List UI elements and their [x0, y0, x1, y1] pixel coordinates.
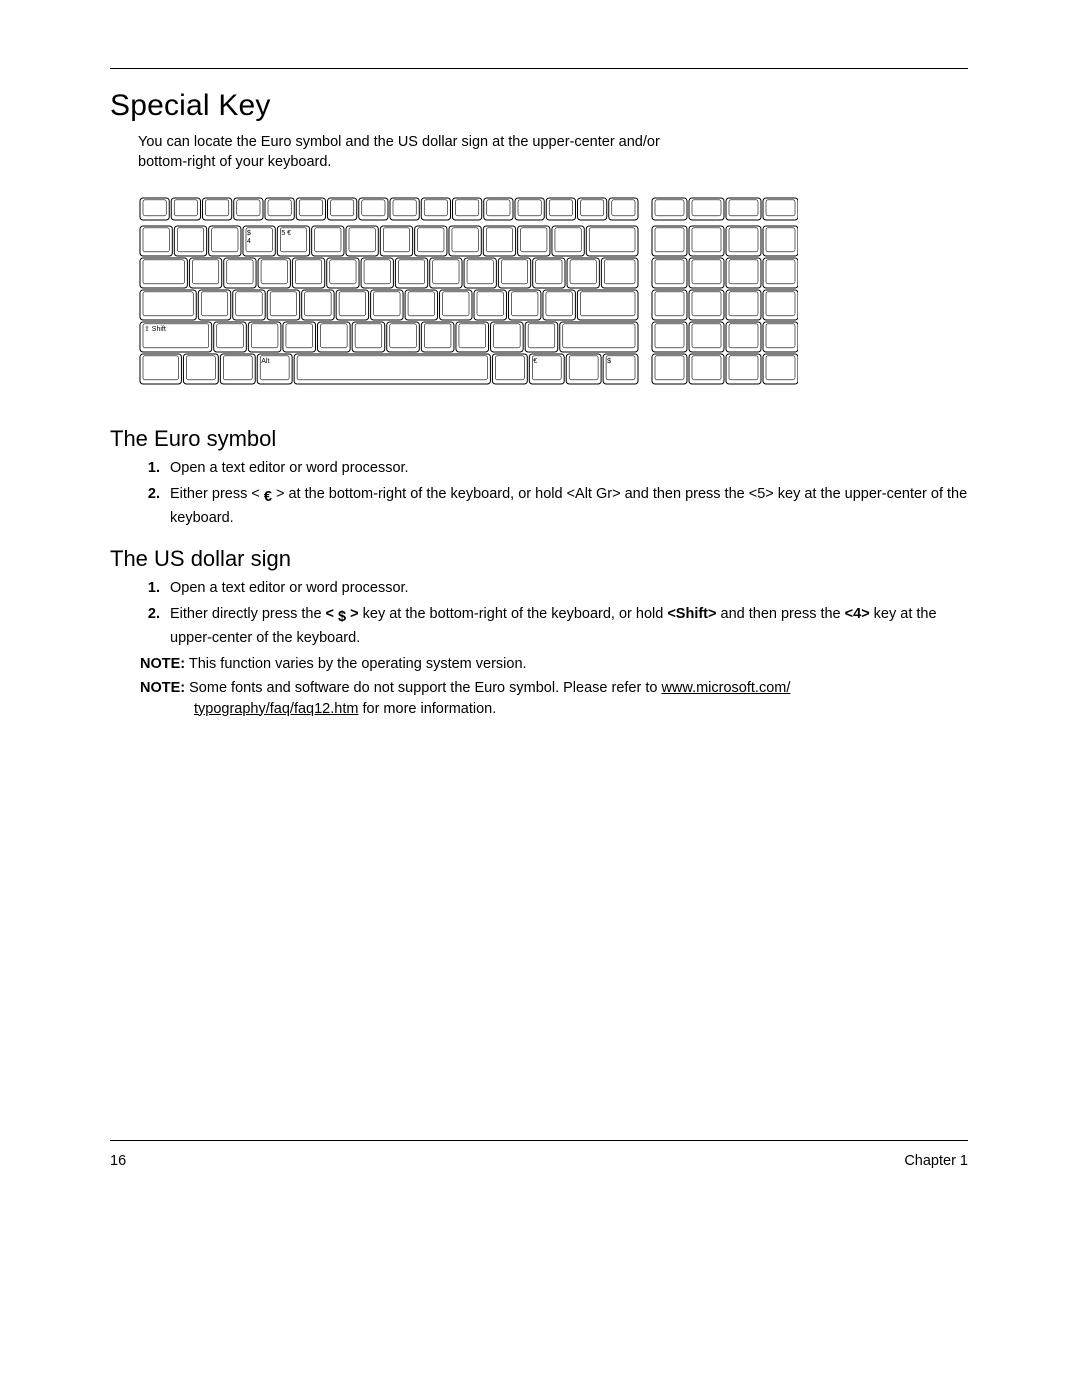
- svg-text:5 €: 5 €: [281, 230, 291, 237]
- note-2: NOTE: Some fonts and software do not sup…: [140, 678, 968, 719]
- note-text: Some fonts and software do not support t…: [185, 680, 661, 696]
- text: and then press the: [716, 606, 844, 622]
- euro-step-2: Either press < € > at the bottom-right o…: [164, 484, 968, 528]
- svg-text:$: $: [247, 230, 251, 237]
- dollar-glyph-icon: $: [338, 607, 346, 627]
- text: Either directly press the: [170, 606, 326, 622]
- note-text: This function varies by the operating sy…: [185, 656, 526, 672]
- page-footer: 16 Chapter 1: [110, 1140, 968, 1169]
- svg-text:⇧ Shift: ⇧ Shift: [144, 325, 166, 333]
- note-label: NOTE:: [140, 680, 185, 696]
- svg-text:$: $: [607, 358, 611, 365]
- note-label: NOTE:: [140, 656, 185, 672]
- page-title: Special Key: [110, 89, 968, 123]
- euro-step-1: Open a text editor or word processor.: [164, 458, 968, 478]
- text: Either press <: [170, 486, 264, 502]
- dollar-step-1: Open a text editor or word processor.: [164, 578, 968, 598]
- text: > at the bottom-right of the keyboard, o…: [170, 486, 967, 525]
- svg-text:€: €: [533, 358, 537, 365]
- note-text: for more information.: [358, 701, 496, 717]
- text: key at the bottom-right of the keyboard,…: [359, 606, 668, 622]
- intro-paragraph: You can locate the Euro symbol and the U…: [138, 133, 698, 172]
- text: <Shift>: [667, 606, 716, 622]
- svg-text:Alt: Alt: [261, 358, 269, 365]
- link-ms-typography[interactable]: www.microsoft.com/: [661, 680, 790, 696]
- text: <: [326, 606, 339, 622]
- heading-dollar: The US dollar sign: [110, 546, 968, 572]
- link-ms-typography-2[interactable]: typography/faq/faq12.htm: [194, 701, 358, 717]
- keyboard-diagram: $4 5 € ⇧ Shift Alt € $: [138, 196, 968, 396]
- text: <4>: [845, 606, 870, 622]
- chapter-label: Chapter 1: [904, 1153, 968, 1169]
- svg-text:4: 4: [247, 238, 251, 245]
- euro-glyph-icon: €: [264, 487, 272, 507]
- note-1: NOTE: This function varies by the operat…: [140, 654, 968, 674]
- text: >: [346, 606, 359, 622]
- steps-euro: Open a text editor or word processor. Ei…: [132, 458, 968, 528]
- dollar-step-2: Either directly press the < $ > key at t…: [164, 604, 968, 648]
- steps-dollar: Open a text editor or word processor. Ei…: [132, 578, 968, 648]
- page-number: 16: [110, 1153, 126, 1169]
- heading-euro: The Euro symbol: [110, 426, 968, 452]
